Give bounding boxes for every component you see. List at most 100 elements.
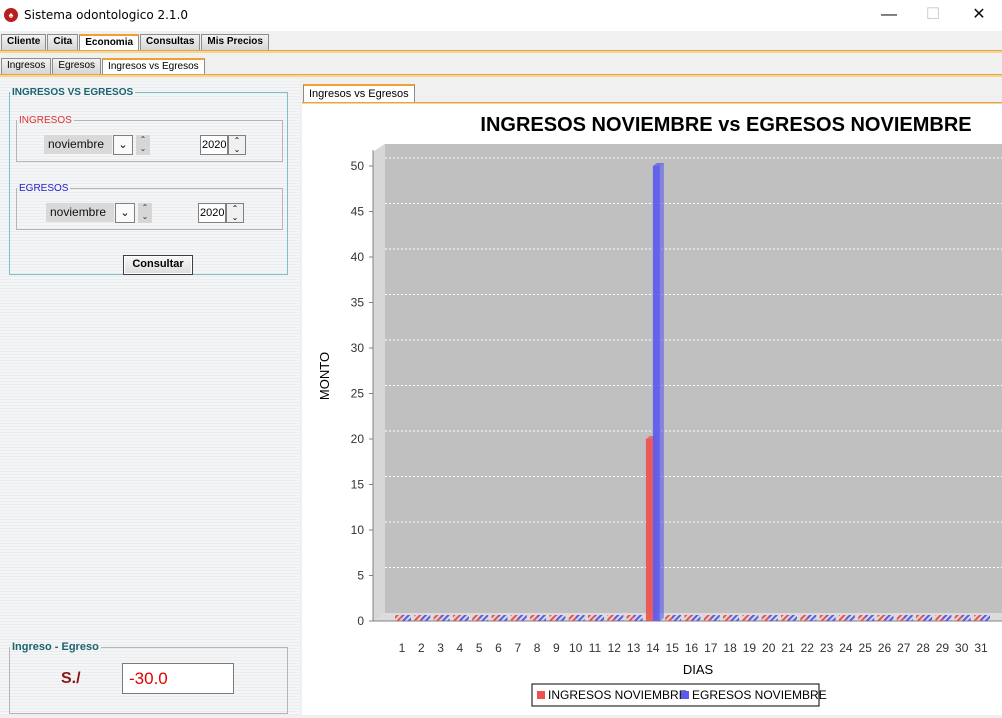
bar-zero xyxy=(826,615,836,621)
bar-ingresos xyxy=(452,615,462,621)
bar-zero xyxy=(588,615,597,621)
bar-zero xyxy=(896,615,906,621)
spinner-down-icon[interactable]: ⌄ xyxy=(141,212,149,221)
x-tick-label: 22 xyxy=(801,641,815,655)
x-tick-label: 18 xyxy=(723,641,737,655)
bar-ingresos xyxy=(510,615,520,621)
tab-cliente[interactable]: Cliente xyxy=(1,34,47,50)
bar-egresos xyxy=(961,615,971,621)
tab-consultas[interactable]: Consultas xyxy=(140,34,201,50)
tab-mis-precios[interactable]: Mis Precios xyxy=(201,34,269,50)
bar-ingresos xyxy=(472,615,482,621)
egresos-year-spinner[interactable]: ⌃ ⌄ xyxy=(226,203,244,223)
bar-egresos xyxy=(923,615,933,621)
tab-cita[interactable]: Cita xyxy=(47,34,79,50)
bar-zero xyxy=(421,615,431,621)
main-tab-underline xyxy=(0,50,1002,53)
x-tick-label: 30 xyxy=(955,641,969,655)
difference-value-field[interactable]: -30.0 xyxy=(122,663,234,694)
bar-egresos xyxy=(652,163,664,621)
spinner-up-icon[interactable]: ⌃ xyxy=(233,136,241,145)
bar-zero xyxy=(607,615,617,621)
bar-zero xyxy=(614,615,624,621)
plot-background xyxy=(373,144,1002,621)
bar-zero xyxy=(742,615,752,621)
x-tick-label: 24 xyxy=(839,641,853,655)
chart-tabs: Ingresos vs Egresos xyxy=(303,84,415,103)
ingresos-year-input[interactable]: 2020 xyxy=(200,135,228,155)
bar-zero xyxy=(402,615,411,621)
x-tick-label: 10 xyxy=(569,641,583,655)
tab-egresos[interactable]: Egresos xyxy=(52,58,102,74)
minimize-button[interactable]: — xyxy=(881,6,897,23)
close-button[interactable]: ✕ xyxy=(972,6,986,23)
ingresos-month-dropdown-icon[interactable]: ⌄ xyxy=(113,135,133,155)
bar-egresos xyxy=(903,615,913,621)
spinner-down-icon[interactable]: ⌄ xyxy=(139,144,147,153)
bar-egresos xyxy=(421,615,431,621)
bar-zero xyxy=(903,615,913,621)
spinner-down-icon[interactable]: ⌄ xyxy=(231,213,239,222)
y-tick-label: 40 xyxy=(351,250,365,264)
bar-ingresos xyxy=(800,615,810,621)
x-tick-label: 11 xyxy=(589,641,602,655)
spinner-up-icon[interactable]: ⌃ xyxy=(231,204,239,213)
consultar-button[interactable]: Consultar xyxy=(123,255,193,275)
left-panel: INGRESOS VS EGRESOS INGRESOS noviembre ⌄… xyxy=(0,79,300,715)
bar-zero xyxy=(781,615,790,621)
chart-tab-underline xyxy=(302,102,1002,105)
x-tick-label: 9 xyxy=(553,641,560,655)
legend-box xyxy=(531,683,820,707)
chart-panel: INGRESOS NOVIEMBRE vs EGRESOS NOVIEMBRE … xyxy=(302,104,1002,715)
bar-zero xyxy=(935,615,945,621)
bar-zero xyxy=(633,615,643,621)
egresos-month-select[interactable]: noviembre xyxy=(46,203,114,222)
bar-zero xyxy=(761,615,771,621)
x-tick-label: 8 xyxy=(534,641,541,655)
spinner-up-icon[interactable]: ⌃ xyxy=(139,135,147,144)
ingresos-year-spinner[interactable]: ⌃ ⌄ xyxy=(228,135,246,155)
bar-zero xyxy=(858,615,868,621)
egresos-year-input[interactable]: 2020 xyxy=(198,203,226,223)
maximize-button[interactable]: ☐ xyxy=(925,6,941,23)
legend-swatch-ingresos xyxy=(537,691,545,699)
bar-ingresos xyxy=(433,615,443,621)
x-tick-label: 3 xyxy=(437,641,444,655)
bar-egresos xyxy=(981,615,990,621)
bar-zero xyxy=(440,615,450,621)
bar-egresos xyxy=(556,615,566,621)
spinner-up-icon[interactable]: ⌃ xyxy=(141,203,149,212)
spinner-down-icon[interactable]: ⌄ xyxy=(233,145,241,154)
difference-fieldset: Ingreso - Egreso S./ -30.0 xyxy=(9,641,288,714)
bar-side xyxy=(659,163,664,621)
bar-zero xyxy=(923,615,933,621)
egresos-month-dropdown-icon[interactable]: ⌄ xyxy=(115,203,135,223)
bar-egresos xyxy=(402,615,411,621)
bar-zero xyxy=(433,615,443,621)
bar-ingresos xyxy=(916,615,926,621)
y-tick-label: 25 xyxy=(351,387,365,401)
bar-zero xyxy=(710,615,720,621)
bar-ingresos xyxy=(684,615,694,621)
x-axis-label: DIAS xyxy=(683,662,714,677)
x-tick-label: 19 xyxy=(743,641,757,655)
egresos-month-spinner[interactable]: ⌃ ⌄ xyxy=(138,203,152,223)
bar-ingresos xyxy=(607,615,617,621)
tab-ingresos-vs-egresos[interactable]: Ingresos vs Egresos xyxy=(102,58,205,74)
bar-zero xyxy=(807,615,817,621)
bar-zero xyxy=(665,615,675,621)
tab-ingresos[interactable]: Ingresos xyxy=(1,58,52,74)
bar-front xyxy=(652,166,660,621)
x-tick-label: 12 xyxy=(608,641,622,655)
y-tick-label: 30 xyxy=(351,341,365,355)
bar-zero xyxy=(730,615,740,621)
ingresos-fieldset: INGRESOS noviembre ⌄ ⌃ ⌄ 2020 ⌃ ⌄ xyxy=(16,115,283,162)
x-tick-label: 27 xyxy=(897,641,911,655)
egresos-fieldset: EGRESOS noviembre ⌄ ⌃ ⌄ 2020 ⌃ ⌄ xyxy=(16,183,283,230)
tab-chart-ingresos-vs-egresos[interactable]: Ingresos vs Egresos xyxy=(303,84,415,103)
x-tick-label: 2 xyxy=(418,641,425,655)
ingresos-month-select[interactable]: noviembre xyxy=(44,135,112,154)
bar-zero xyxy=(672,615,682,621)
tab-economia[interactable]: Economia xyxy=(79,34,140,50)
ingresos-month-spinner[interactable]: ⌃ ⌄ xyxy=(136,135,150,155)
